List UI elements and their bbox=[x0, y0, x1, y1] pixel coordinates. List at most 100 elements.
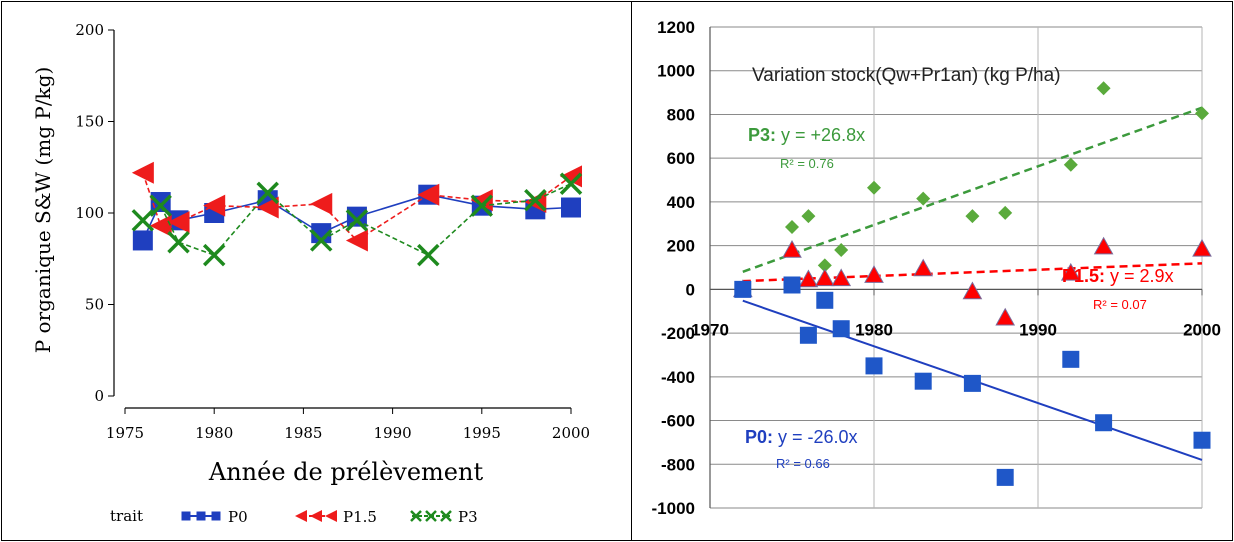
legend-label: P3 bbox=[458, 508, 478, 526]
right-y-tick-label: -600 bbox=[661, 412, 695, 431]
p3-marker bbox=[310, 229, 333, 252]
p1-5-marker bbox=[310, 192, 333, 215]
p0-point bbox=[1193, 431, 1211, 449]
left-y-tick-label: 200 bbox=[75, 21, 104, 39]
right-y-tick-label: 800 bbox=[667, 105, 695, 124]
right-series bbox=[732, 81, 1212, 486]
p3-marker bbox=[202, 243, 226, 267]
right-y-tick-label: 400 bbox=[667, 193, 695, 212]
p1-5-point bbox=[782, 239, 802, 258]
p3-marker bbox=[440, 510, 452, 522]
p3-point bbox=[1195, 106, 1209, 121]
r2-label-p0: R² = 0.66 bbox=[776, 456, 830, 471]
p3-marker bbox=[417, 243, 440, 267]
p0-point bbox=[996, 468, 1014, 486]
right-chart: -1000 -800 -600 -400 -200 0 200 400 600 800 1000 12… bbox=[652, 18, 1221, 518]
p1-5-marker bbox=[560, 165, 582, 188]
p0-point bbox=[783, 276, 801, 294]
p3-marker bbox=[410, 510, 422, 522]
right-y-tick-label: -400 bbox=[661, 368, 695, 387]
p1-5-point bbox=[962, 281, 983, 300]
p0-marker bbox=[211, 511, 221, 521]
left-y-tick-label: 0 bbox=[94, 387, 104, 405]
p0-marker bbox=[346, 206, 367, 227]
p1-5-marker bbox=[167, 211, 190, 234]
right-y-tick-label: 0 bbox=[686, 280, 695, 299]
p3-point bbox=[801, 209, 816, 224]
p1-5-marker bbox=[149, 214, 172, 237]
right-y-tick-label: 1200 bbox=[657, 18, 695, 37]
p0-marker bbox=[150, 192, 171, 213]
series-line-p3 bbox=[142, 182, 572, 257]
p1-5-marker bbox=[325, 510, 337, 522]
p1-5-point bbox=[1192, 238, 1212, 257]
p1-5-marker bbox=[131, 161, 154, 184]
p3-point bbox=[817, 258, 832, 273]
p3-marker bbox=[559, 172, 583, 195]
right-y-tick-label: -1000 bbox=[652, 499, 695, 518]
p1-5-point bbox=[1060, 262, 1081, 281]
p0-point bbox=[734, 280, 752, 298]
p1-5-marker bbox=[203, 194, 226, 217]
legend-title: trait bbox=[110, 507, 143, 525]
left-x-tick-label: 1975 bbox=[106, 424, 144, 442]
p0-point bbox=[914, 372, 932, 390]
right-chart-title: Variation stock(Qw+Pr1an) (kg P/ha) bbox=[752, 65, 1061, 86]
p3-point bbox=[916, 191, 931, 206]
left-chart: 0 50 100 150 200 1975 1980 1985 1990 1995 2000 P o… bbox=[31, 21, 590, 526]
p0-marker bbox=[196, 511, 206, 521]
left-x-tick-label: 1990 bbox=[374, 424, 412, 442]
legend-label: P1.5 bbox=[343, 508, 377, 526]
right-y-tick-label: -800 bbox=[661, 455, 695, 474]
p3-marker bbox=[470, 194, 494, 217]
p3-point bbox=[834, 243, 849, 258]
p0-point bbox=[799, 326, 817, 344]
p0-marker bbox=[181, 511, 191, 521]
right-annotations: P3: y = +26.8x R² = 0.76 P1.5: y = 2.9x R² … bbox=[745, 125, 1174, 471]
left-y-tick-label: 50 bbox=[85, 296, 104, 314]
right-x-tick-label: 1970 bbox=[691, 320, 729, 339]
right-y-tick-label: 600 bbox=[667, 149, 695, 168]
right-y-tick-label: -200 bbox=[661, 324, 695, 343]
p0-point bbox=[832, 320, 850, 338]
equation-label-p1-5: P1.5: y = 2.9x bbox=[1062, 266, 1174, 286]
p0-marker bbox=[132, 230, 153, 251]
trend-line-p3 bbox=[742, 106, 1203, 273]
left-x-tick-label: 1995 bbox=[463, 424, 501, 442]
left-x-axis-label: Année de prélèvement bbox=[208, 458, 484, 486]
trend-line-p1-5 bbox=[742, 262, 1203, 283]
r2-label-p1-5: R² = 0.07 bbox=[1093, 297, 1147, 312]
left-series bbox=[131, 161, 583, 267]
left-x-tick-label: 1980 bbox=[195, 424, 233, 442]
p1-5-marker bbox=[310, 510, 322, 522]
p1-5-point bbox=[995, 307, 1016, 326]
right-y-tick-label: 200 bbox=[667, 237, 695, 256]
legend-label: P0 bbox=[228, 508, 248, 526]
p0-point bbox=[865, 357, 883, 375]
left-x-tick-label: 1985 bbox=[284, 424, 322, 442]
p3-marker bbox=[256, 181, 279, 205]
right-x-tick-label: 2000 bbox=[1183, 320, 1221, 339]
left-y-axis-label: P organique S&W (mg P/kg) bbox=[31, 67, 55, 354]
right-tick-labels: -1000 -800 -600 -400 -200 0 200 400 600 800 1000 12… bbox=[652, 18, 1221, 518]
p3-marker bbox=[131, 209, 155, 232]
left-legend: trait P0 P1.5 P3 bbox=[110, 507, 478, 526]
p3-marker bbox=[149, 194, 172, 217]
p3-marker bbox=[425, 510, 437, 522]
p1-5-point bbox=[831, 268, 852, 287]
p1-5-point bbox=[864, 265, 884, 283]
left-x-tick-label: 2000 bbox=[552, 424, 590, 442]
p0-point bbox=[1062, 350, 1080, 368]
p0-marker bbox=[561, 197, 581, 218]
p1-5-marker bbox=[295, 510, 307, 522]
p0-point bbox=[1095, 414, 1113, 432]
p3-point bbox=[965, 209, 980, 224]
p1-5-point bbox=[1093, 236, 1114, 255]
right-panel-border bbox=[631, 1, 1233, 541]
left-y-tick-label: 150 bbox=[75, 113, 104, 131]
p0-point bbox=[816, 291, 834, 309]
p3-point bbox=[785, 220, 799, 235]
p3-point bbox=[998, 205, 1013, 220]
p3-marker bbox=[167, 231, 190, 254]
